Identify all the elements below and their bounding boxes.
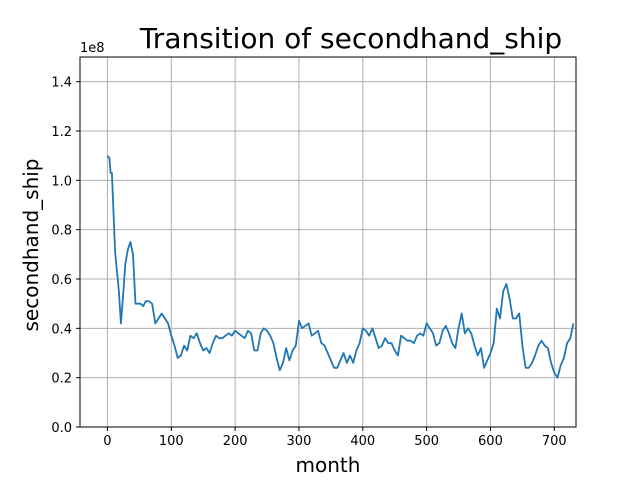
series-line — [106, 155, 575, 379]
y-axis-title: secondhand_ship — [19, 159, 43, 332]
x-tick-label: 100 — [159, 434, 184, 449]
x-tick-label: 400 — [350, 434, 375, 449]
y-tick-label: 0.0 — [51, 421, 72, 436]
x-tick-label: 300 — [287, 434, 312, 449]
x-tick-label: 600 — [478, 434, 503, 449]
y-tick-label: 1.0 — [51, 174, 72, 189]
y-tick-label: 0.8 — [51, 224, 72, 239]
x-tick-label: 500 — [414, 434, 439, 449]
ticks: 0 100 200 300 400 500 600 700 0.0 0.2 0.4 0.6 0.8 1.0… — [51, 76, 566, 449]
y-tick-label: 0.4 — [51, 322, 72, 337]
chart-title: Transition of secondhand_ship — [139, 22, 562, 55]
x-tick-label: 0 — [103, 434, 111, 449]
x-axis-title: month — [296, 453, 361, 477]
plot-frame — [79, 56, 577, 428]
y-tick-label: 0.6 — [51, 273, 72, 288]
grid — [80, 57, 576, 428]
y-offset-label: 1e8 — [80, 41, 105, 56]
y-tick-label: 1.2 — [51, 125, 72, 140]
x-tick-label: 200 — [223, 434, 248, 449]
y-tick-label: 0.2 — [51, 372, 72, 387]
y-tick-label: 1.4 — [51, 76, 72, 91]
x-tick-label: 700 — [542, 434, 567, 449]
series-layer — [106, 155, 575, 379]
